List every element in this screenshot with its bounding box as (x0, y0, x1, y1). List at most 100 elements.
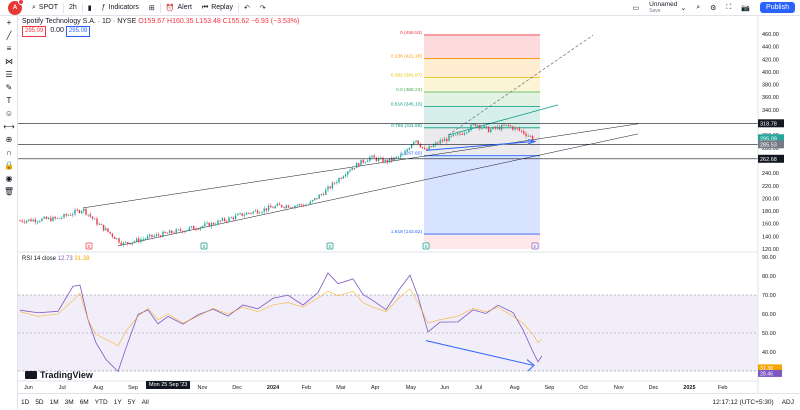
candle-body (76, 209, 78, 211)
divider (159, 2, 161, 13)
layout-toggle-button[interactable]: ▭ (628, 0, 645, 16)
lock-tool[interactable]: 🔒 (0, 159, 18, 172)
candle-body (325, 189, 327, 195)
ruler-icon: ⟷ (3, 122, 15, 131)
candle-body (516, 127, 518, 129)
horizontal-lines[interactable] (18, 123, 758, 160)
rsi-tag[interactable]: 31.38 (758, 364, 782, 372)
chart-area[interactable]: 0 (458.53) 0.236 (421.18) 0.382 (391.07) 0.… (18, 16, 800, 410)
range-button[interactable]: 1D (21, 398, 30, 406)
account-menu[interactable]: A (0, 0, 27, 16)
candle-body (206, 222, 208, 224)
range-button[interactable]: 1Y (113, 398, 122, 406)
fibonacci-retracement[interactable]: 0 (458.53) 0.236 (421.18) 0.382 (391.07) 0.… (391, 30, 594, 249)
candle-body (520, 130, 523, 132)
trash-tool[interactable]: 🗑 (0, 185, 18, 198)
range-button[interactable]: YTD (94, 398, 108, 406)
channel-lower-line[interactable] (117, 133, 639, 247)
publish-button[interactable]: Publish (755, 0, 800, 16)
price-tag[interactable]: 262.68 (758, 154, 784, 163)
layout-name-button[interactable]: Unnamed Save ⌄ (644, 0, 691, 16)
range-button[interactable]: 5D (35, 398, 44, 406)
event-marker[interactable]: E (85, 242, 93, 250)
arrow-drawings[interactable] (425, 139, 537, 151)
time-axis[interactable]: Jun Jul Aug Sep Oct Nov Dec 2024 Feb Mar Apr May Jun… (18, 380, 758, 391)
replay-button[interactable]: ⏮ Replay (197, 0, 238, 16)
candle-body (441, 140, 444, 142)
price-tag[interactable]: 318.78 (758, 119, 784, 128)
symbol-search[interactable]: ⌕ SPOT (27, 0, 63, 16)
event-marker[interactable]: S (422, 242, 430, 250)
sell-price[interactable]: 295.09 (22, 26, 47, 37)
time-tick-label: Jul (59, 385, 66, 391)
price-chart[interactable]: 0 (458.53) 0.236 (421.18) 0.382 (391.07) 0.… (18, 16, 800, 410)
candle-body (149, 234, 151, 237)
rsi-axis[interactable]: 90.0080.0070.0060.0050.0040.0030.0031.38… (757, 252, 782, 393)
candle-body (129, 243, 131, 245)
user-avatar[interactable]: A (8, 0, 24, 15)
bar-style-button[interactable]: ▮ (83, 0, 97, 16)
candle-body (514, 127, 516, 130)
templates-button[interactable]: ⊞ (144, 0, 160, 16)
quick-search-button[interactable]: ⌕ (691, 0, 705, 16)
candle-body (487, 126, 490, 133)
candle-body (188, 227, 191, 231)
buy-price[interactable]: 295.09 (65, 26, 91, 37)
zoom-tool[interactable]: ⊕ (0, 133, 18, 146)
rsi-tick-label: 60.00 (762, 312, 776, 318)
tradingview-logo[interactable]: TradingView (25, 370, 93, 380)
snapshot-button[interactable]: 📷 (736, 0, 755, 16)
candle-body (490, 129, 492, 133)
candle-body (127, 242, 129, 244)
redo-button[interactable]: ↷ (255, 0, 271, 16)
candle-body (437, 142, 439, 144)
range-button[interactable]: 1M (49, 398, 59, 406)
hide-tool[interactable]: ◉ (0, 172, 18, 185)
adjust-button[interactable]: ADJ (781, 398, 794, 406)
candle-body (65, 214, 67, 216)
range-button[interactable]: All (141, 398, 149, 406)
magnet-tool[interactable]: ∩ (0, 146, 18, 159)
fullscreen-button[interactable]: ⛶ (721, 0, 736, 16)
event-marker[interactable]: E (531, 242, 539, 250)
alert-button[interactable]: ⏰ Alert (161, 0, 197, 16)
trend-channel[interactable] (82, 123, 639, 247)
rsi-tag[interactable]: 28.46 (758, 369, 782, 378)
rsi-divergence-arrow[interactable] (425, 340, 534, 366)
brush-tool[interactable]: ✎ (0, 81, 18, 94)
price-arrow-line[interactable] (425, 141, 534, 151)
range-button[interactable]: 6M (79, 398, 89, 406)
horizontal-lines-tool[interactable]: ≡ (0, 42, 18, 55)
range-button[interactable]: 5Y (127, 398, 136, 406)
event-marker[interactable]: S (200, 242, 208, 250)
range-button[interactable]: 3M (64, 398, 74, 406)
price-tag[interactable]: 285.53 (758, 140, 784, 149)
measure-tool[interactable]: ⟷ (0, 120, 18, 133)
candle-body (102, 224, 105, 231)
icons-tool[interactable]: ☺ (0, 107, 18, 120)
pattern-tool[interactable]: ⋈ (0, 55, 18, 68)
candle-body (439, 140, 441, 144)
candle-body (43, 216, 45, 219)
emoji-icon: ☺ (4, 109, 14, 118)
price-tag[interactable]: 295.09 (758, 134, 784, 143)
trendline-tool[interactable]: ╱ (0, 29, 18, 42)
settings-button[interactable]: ⚙ (705, 0, 721, 16)
candle-body (298, 204, 301, 206)
rsi-title: RSI 14 close (22, 256, 57, 262)
text-tool[interactable]: T (0, 94, 18, 107)
crosshair-tool[interactable]: + (0, 16, 18, 29)
event-marker[interactable]: S (326, 242, 334, 250)
undo-button[interactable]: ↶ (239, 0, 255, 16)
candle-body (140, 239, 142, 242)
fib-tool[interactable]: ☰ (0, 68, 18, 81)
candle-body (215, 224, 217, 226)
interval-button[interactable]: 2h (64, 0, 82, 16)
candle-body (239, 213, 241, 215)
indicators-button[interactable]: ƒ Indicators (97, 0, 144, 16)
candle-body (472, 124, 474, 126)
candle-body (195, 229, 197, 230)
time-tick-label: Apr (371, 385, 380, 391)
clock-label[interactable]: 12:17:12 (UTC+5:30) (712, 398, 774, 406)
